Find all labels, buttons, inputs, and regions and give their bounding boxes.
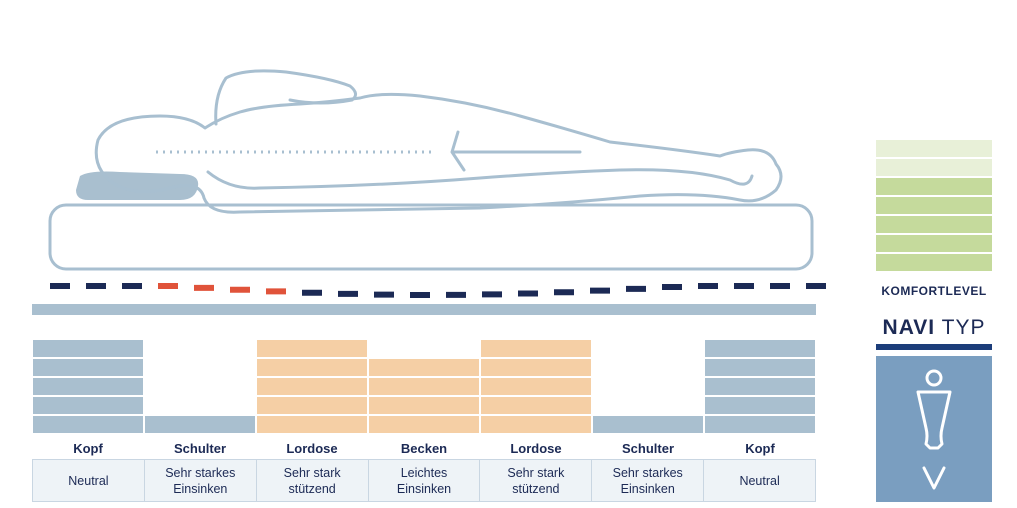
bed-base [32, 304, 816, 315]
zone-description: Neutral [739, 473, 780, 488]
komfort-level-label: KOMFORTLEVEL [881, 284, 987, 298]
komfort-level-segment [876, 216, 992, 233]
zone-label-becken: Becken [400, 441, 448, 456]
zone-block-segment [33, 359, 143, 376]
zone-blocks [33, 340, 815, 433]
body-outline [94, 69, 783, 214]
zone-block-segment [33, 340, 143, 357]
zone-block-segment [481, 397, 591, 414]
zone-block-segment [705, 378, 815, 395]
zone-block-segment [369, 416, 479, 433]
body-type-icon [916, 369, 952, 490]
zone-block-segment [257, 378, 367, 395]
zone-block-segment [257, 416, 367, 433]
komfort-level-bars [876, 140, 992, 273]
zone-block-segment [369, 359, 479, 376]
navi-typ-underline [876, 344, 992, 350]
zone-description-row: Neutral Sehr starkes Einsinken Sehr star… [32, 459, 816, 502]
zone-block-segment [481, 359, 591, 376]
komfort-level-segment [876, 197, 992, 214]
zone-label-lordose: Lordose [286, 441, 338, 456]
komfort-level-segment [876, 178, 992, 195]
zone-description: Leichtes Einsinken [369, 460, 481, 501]
zone-label-schulter: Schulter [173, 441, 226, 456]
komfort-level-segment [876, 140, 992, 157]
zone-block-segment [257, 359, 367, 376]
navi-typ-rest: TYP [941, 316, 986, 339]
komfort-level-segment [876, 159, 992, 176]
navi-typ-bold: NAVI [882, 316, 936, 339]
komfort-level-segment [876, 235, 992, 252]
zone-block-segment [481, 378, 591, 395]
zone-block-segment [705, 359, 815, 376]
zone-block-segment [481, 416, 591, 433]
zone-block-segment [481, 340, 591, 357]
zone-description: Sehr starkes Einsinken [592, 460, 705, 501]
navi-typ-title: NAVI TYP [876, 316, 992, 340]
zone-description: Sehr starkes Einsinken [145, 460, 257, 501]
zone-block-segment [257, 340, 367, 357]
zone-description: Sehr stark stützend [480, 460, 593, 501]
zone-description: Sehr stark stützend [257, 460, 369, 501]
zone-block-segment [33, 378, 143, 395]
zone-label-lordose: Lordose [510, 441, 562, 456]
zone-block-segment [33, 397, 143, 414]
zone-block-segment [705, 340, 815, 357]
zone-block-segment [593, 416, 703, 433]
zone-description: Neutral [33, 460, 145, 501]
zone-block-segment [369, 397, 479, 414]
zone-label-kopf: Kopf [745, 441, 775, 456]
navi-typ-panel [876, 356, 992, 502]
zone-block-segment [145, 416, 255, 433]
komfort-level-segment [876, 254, 992, 271]
sleeper-illustration [32, 69, 826, 433]
zone-block-segment [705, 416, 815, 433]
mattress [48, 203, 814, 271]
zone-label-schulter: Schulter [621, 441, 674, 456]
zone-block-segment [369, 378, 479, 395]
support-curve [50, 283, 826, 298]
zone-label-kopf: Kopf [73, 441, 103, 456]
zone-block-segment [705, 397, 815, 414]
zone-block-segment [33, 416, 143, 433]
zone-block-segment [257, 397, 367, 414]
